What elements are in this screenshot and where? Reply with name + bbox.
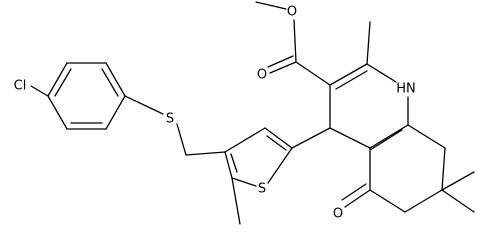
atom-label: S xyxy=(166,112,174,127)
atom-label: S xyxy=(258,182,266,197)
molecule-diagram: Cl S S O O O HN xyxy=(14,1,475,225)
atom-label: O xyxy=(257,68,267,83)
bonds xyxy=(30,1,475,225)
atom-label: O xyxy=(333,207,343,222)
atom-label: O xyxy=(287,5,297,20)
atom-label: Cl xyxy=(14,79,27,94)
atom-label: HN xyxy=(396,82,416,97)
